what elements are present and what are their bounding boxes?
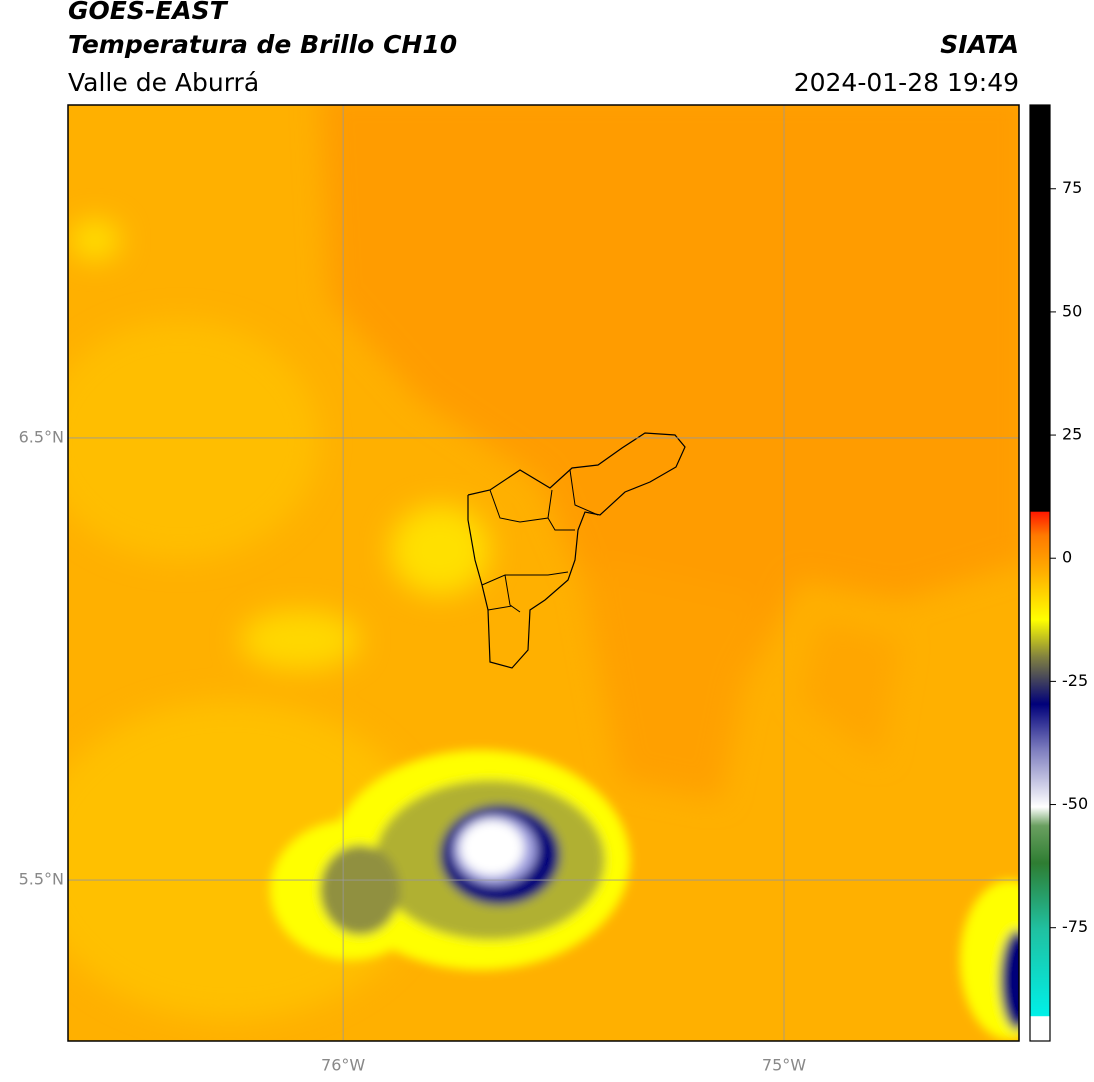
graticule — [68, 105, 1019, 1041]
title: GOES-EAST — [68, 0, 229, 25]
datetime: 2024-01-28 19:49 — [794, 68, 1019, 97]
colorbar-tick-label: -50 — [1062, 794, 1088, 813]
map-image — [68, 105, 1019, 1041]
lon-label: 76°W — [321, 1056, 365, 1075]
colorbar-tick-label: 0 — [1062, 548, 1072, 567]
colorbar-tick-label: 50 — [1062, 301, 1082, 320]
colorbar-tick-label: -25 — [1062, 671, 1088, 690]
colorbar-tick-label: 75 — [1062, 178, 1082, 197]
source: SIATA — [940, 30, 1019, 59]
subtitle: Temperatura de Brillo CH10 — [68, 30, 457, 59]
colorbar — [1029, 104, 1051, 1042]
colorbar-tick-label: -75 — [1062, 917, 1088, 936]
lon-label: 75°W — [762, 1056, 806, 1075]
map-frame — [67, 104, 1020, 1042]
lat-label: 6.5°N — [19, 427, 64, 446]
colorbar-tick-label: 25 — [1062, 425, 1082, 444]
lat-label: 5.5°N — [19, 870, 64, 889]
region: Valle de Aburrá — [68, 68, 259, 97]
